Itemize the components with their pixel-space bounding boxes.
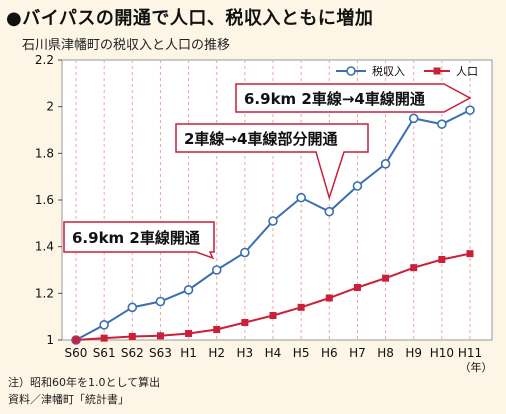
x-tick-label: S60: [65, 346, 88, 360]
x-tick-label: H3: [237, 346, 254, 360]
data-point-population: [241, 319, 249, 326]
note-baseline: 注）昭和60年を1.0として算出: [8, 376, 161, 389]
data-point-population: [72, 336, 80, 344]
x-tick-label: H8: [377, 346, 394, 360]
legend-marker-tax: [346, 66, 356, 76]
x-tick-label: H1: [180, 346, 197, 360]
data-point-population: [156, 332, 164, 340]
x-tick-label: H9: [405, 346, 422, 360]
callout-text-0: 6.9km 2車線開通: [72, 229, 200, 247]
data-point-tax: [408, 113, 419, 124]
x-tick-label: H11: [458, 346, 482, 360]
callout-text-2: 6.9km 2車線→4車線開通: [244, 90, 425, 108]
data-point-tax: [380, 159, 391, 169]
x-tick-label: H2: [208, 346, 225, 360]
x-unit-label: （年）: [460, 360, 493, 374]
data-point-population: [382, 274, 390, 282]
data-point-population: [213, 326, 221, 333]
data-point-tax: [465, 105, 475, 115]
data-point-population: [466, 250, 474, 258]
y-tick-label: 1.2: [35, 286, 54, 300]
y-tick-label: 2: [46, 100, 54, 114]
legend-label-population: 人口: [456, 65, 478, 78]
x-tick-label: H10: [430, 346, 454, 360]
data-point-tax: [296, 192, 306, 203]
x-tick-label: H4: [265, 346, 282, 360]
callout-text-1: 2車線→4車線部分開通: [184, 130, 337, 148]
callout-2: [235, 83, 472, 113]
data-point-population: [438, 256, 446, 263]
data-point-tax: [127, 302, 138, 313]
data-point-tax: [183, 285, 194, 295]
data-point-population: [185, 329, 193, 337]
page-title: ●バイパスの開通で人口、税収入ともに増加: [6, 8, 374, 29]
data-point-population: [325, 294, 333, 302]
x-tick-label: S62: [121, 346, 144, 360]
data-point-tax: [240, 247, 250, 258]
data-point-population: [128, 333, 136, 340]
x-tick-label: S61: [93, 346, 116, 360]
y-tick-label: 1.4: [35, 240, 54, 254]
data-point-tax: [99, 320, 109, 330]
data-point-tax: [155, 296, 166, 307]
y-tick-label: 1.8: [35, 146, 54, 160]
y-tick-label: 1: [46, 333, 54, 347]
data-point-tax: [268, 216, 278, 226]
data-point-tax: [211, 265, 222, 275]
y-tick-label: 2.2: [35, 53, 54, 67]
data-point-tax: [437, 119, 447, 129]
y-tick-label: 1.6: [35, 193, 54, 207]
callout-0: [63, 221, 215, 260]
x-tick-label: H5: [293, 346, 310, 360]
callout-1: [175, 123, 369, 201]
legend-label-tax: 税収入: [372, 64, 405, 78]
data-point-population: [410, 264, 418, 272]
data-point-tax: [352, 181, 363, 191]
data-point-population: [269, 312, 277, 319]
note-source: 資料／津幡町「統計書」: [8, 393, 129, 406]
data-point-population: [100, 334, 108, 342]
data-point-population: [353, 284, 361, 291]
data-point-tax: [324, 206, 335, 217]
chart-subtitle: 石川県津幡町の税収入と人口の推移: [22, 38, 231, 53]
data-point-population: [297, 303, 305, 311]
x-tick-label: H7: [349, 346, 366, 360]
x-tick-label: S63: [149, 346, 172, 360]
legend-marker-population: [433, 67, 441, 75]
x-tick-label: H6: [321, 346, 338, 360]
